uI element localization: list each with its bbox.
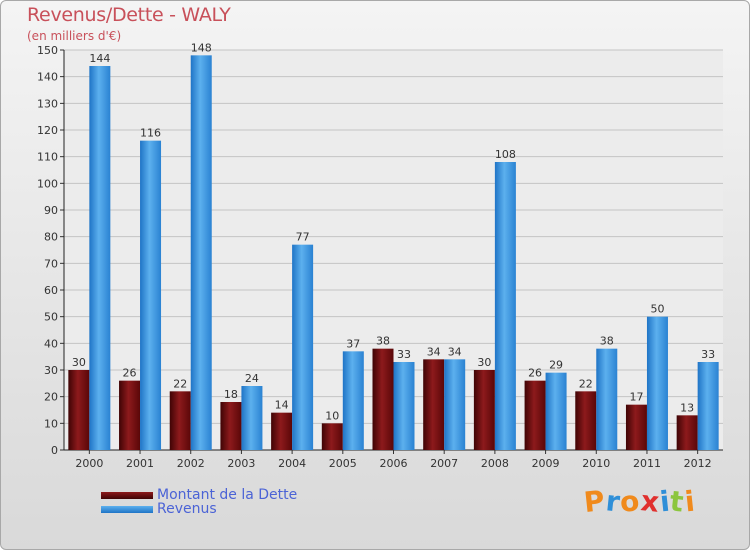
bar-debt: [169, 391, 191, 450]
data-label-debt: 30: [72, 356, 86, 369]
x-tick-label: 2005: [329, 457, 357, 470]
data-label-revenus: 50: [650, 303, 664, 316]
x-tick-label: 2000: [75, 457, 103, 470]
data-label-debt: 26: [528, 367, 542, 380]
data-label-revenus: 33: [701, 348, 715, 361]
data-label-revenus: 77: [296, 231, 310, 244]
x-tick-label: 2009: [532, 457, 560, 470]
bar-debt: [524, 380, 546, 450]
bar-revenus: [393, 362, 415, 450]
x-tick-label: 2011: [633, 457, 661, 470]
y-tick-label: 50: [44, 311, 58, 324]
x-tick-label: 2012: [684, 457, 712, 470]
chart-subtitle: (en milliers d'€): [27, 29, 122, 43]
proxiti-logo: Proxiti: [582, 483, 697, 520]
data-label-debt: 38: [376, 335, 390, 348]
bar-revenus: [292, 244, 314, 450]
y-tick-label: 40: [44, 337, 58, 350]
data-label-revenus: 33: [397, 348, 411, 361]
y-tick-label: 90: [44, 204, 58, 217]
legend-swatch-revenus: [101, 506, 153, 513]
data-label-revenus: 148: [191, 41, 212, 54]
x-tick-label: 2004: [278, 457, 306, 470]
data-label-revenus: 108: [495, 148, 516, 161]
data-label-revenus: 38: [600, 335, 614, 348]
bar-revenus: [494, 162, 516, 450]
bar-revenus: [444, 359, 466, 450]
data-label-revenus: 144: [89, 52, 110, 65]
bar-debt: [321, 423, 343, 450]
data-label-revenus: 116: [140, 127, 161, 140]
x-tick-label: 2002: [177, 457, 205, 470]
bar-revenus: [646, 316, 668, 450]
bar-debt: [625, 404, 647, 450]
x-tick-label: 2010: [582, 457, 610, 470]
data-label-debt: 14: [275, 399, 289, 412]
data-label-debt: 34: [427, 345, 441, 358]
bar-debt: [575, 391, 597, 450]
data-label-debt: 26: [123, 367, 137, 380]
y-tick-label: 80: [44, 231, 58, 244]
legend-swatch-dette: [101, 492, 153, 499]
data-label-debt: 17: [629, 391, 643, 404]
bar-revenus: [140, 140, 162, 450]
data-label-debt: 22: [173, 377, 187, 390]
data-label-debt: 18: [224, 388, 238, 401]
bar-debt: [473, 370, 495, 450]
bar-revenus: [342, 351, 364, 450]
bar-debt: [423, 359, 445, 450]
legend-label-dette: Montant de la Dette: [157, 487, 298, 503]
y-tick-label: 110: [37, 151, 58, 164]
x-tick-label: 2006: [380, 457, 408, 470]
data-label-debt: 22: [579, 377, 593, 390]
bar-revenus: [89, 66, 111, 450]
bar-debt: [68, 370, 90, 450]
bar-debt: [372, 348, 394, 450]
y-tick-label: 20: [44, 391, 58, 404]
data-label-debt: 13: [680, 401, 694, 414]
chart-title: Revenus/Dette - WALY: [27, 4, 231, 26]
bar-revenus: [545, 372, 567, 450]
x-tick-label: 2001: [126, 457, 154, 470]
bar-revenus: [190, 55, 212, 450]
x-tick-label: 2007: [430, 457, 458, 470]
x-tick-label: 2008: [481, 457, 509, 470]
bar-debt: [220, 402, 242, 450]
y-tick-label: 70: [44, 257, 58, 270]
bar-revenus: [697, 362, 719, 450]
y-tick-label: 140: [37, 71, 58, 84]
data-label-revenus: 24: [245, 372, 259, 385]
y-tick-label: 100: [37, 177, 58, 190]
y-tick-label: 60: [44, 284, 58, 297]
x-tick-label: 2003: [227, 457, 255, 470]
bar-debt: [119, 380, 141, 450]
bar-debt: [271, 412, 293, 450]
data-label-debt: 30: [477, 356, 491, 369]
y-tick-label: 10: [44, 417, 58, 430]
bar-revenus: [596, 348, 618, 450]
data-label-revenus: 29: [549, 359, 563, 372]
data-label-revenus: 34: [448, 345, 462, 358]
y-tick-label: 120: [37, 124, 58, 137]
data-label-revenus: 37: [346, 337, 360, 350]
y-tick-label: 0: [51, 444, 58, 457]
data-label-debt: 10: [325, 409, 339, 422]
legend-label-revenus: Revenus: [157, 501, 217, 517]
y-tick-label: 130: [37, 97, 58, 110]
bar-revenus: [241, 386, 263, 450]
y-tick-label: 30: [44, 364, 58, 377]
bar-debt: [676, 415, 698, 450]
y-tick-label: 150: [37, 44, 58, 57]
